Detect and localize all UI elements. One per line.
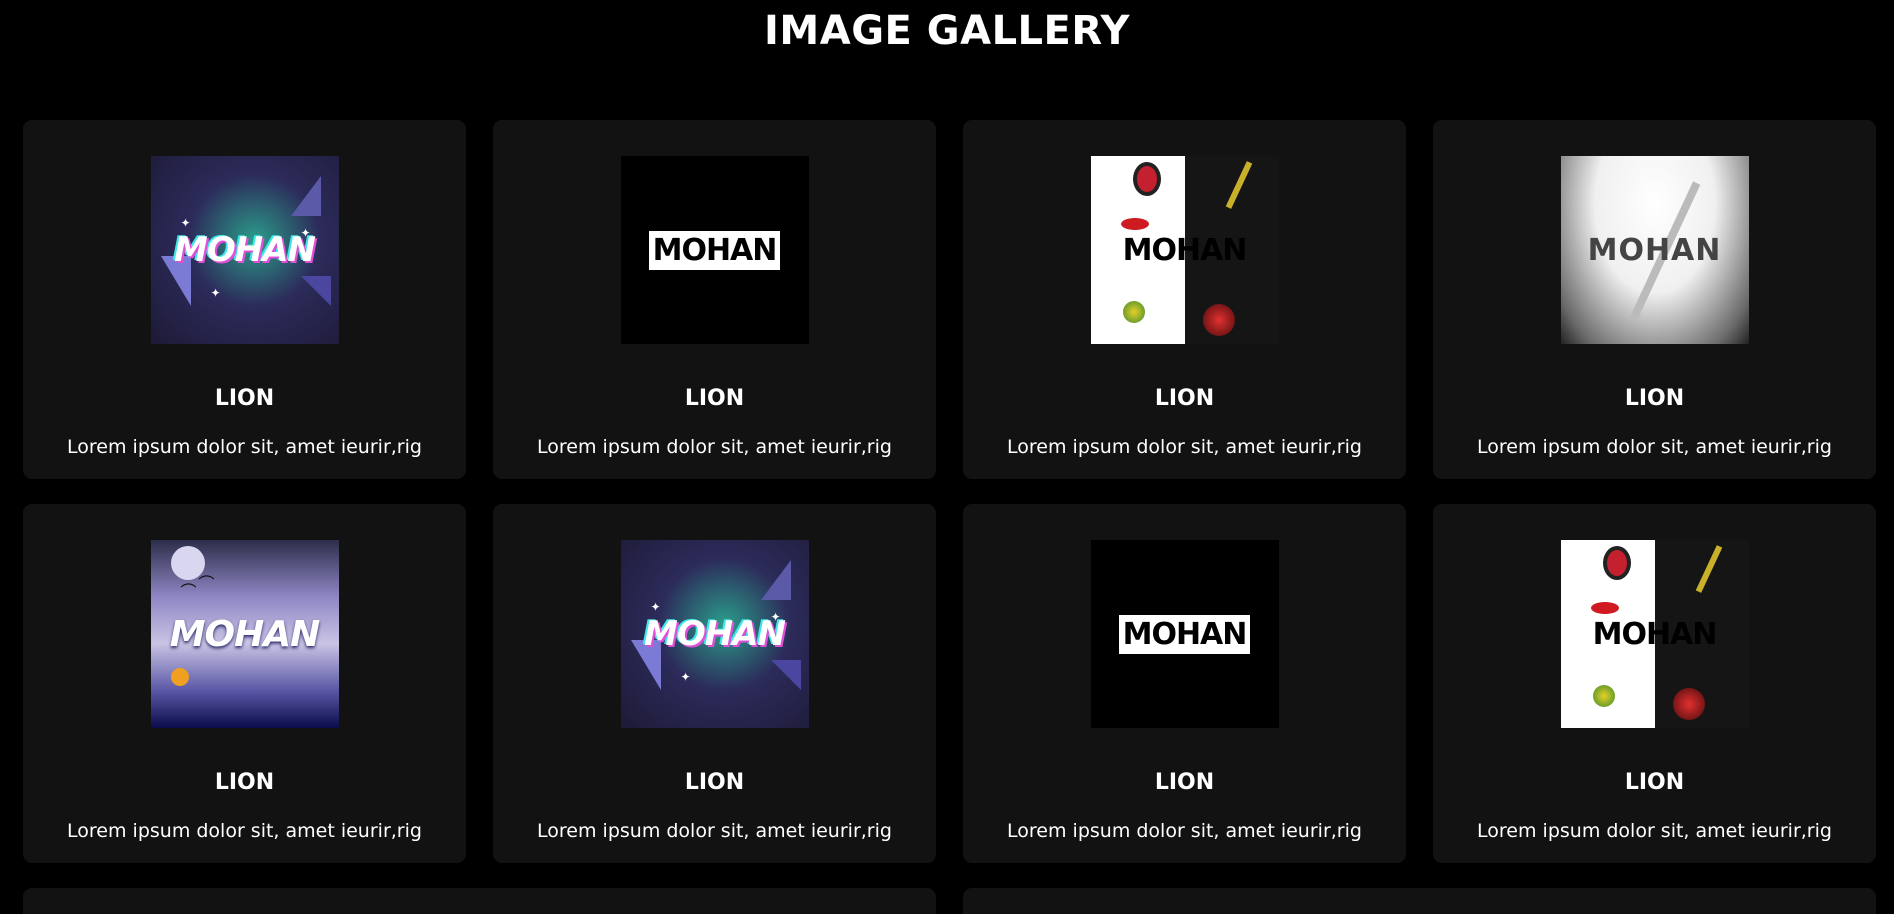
gallery-card[interactable]: MOHAN LION Lorem ipsum dolor sit, amet i… xyxy=(963,504,1406,863)
card-title: LION xyxy=(1624,770,1685,795)
gallery-grid: ✦ ✦ ✦ MOHAN LION Lorem ipsum dolor sit, … xyxy=(23,120,1876,863)
decor-lightning xyxy=(1695,545,1722,593)
gallery-card[interactable]: MOHAN LION Lorem ipsum dolor sit, amet i… xyxy=(493,120,936,479)
card-description: Lorem ipsum dolor sit, amet ieurir,rig xyxy=(1477,436,1832,458)
gallery-image[interactable]: MOHAN xyxy=(1560,156,1749,344)
card-description: Lorem ipsum dolor sit, amet ieurir,rig xyxy=(1007,820,1362,842)
thumbnail-logo: MOHAN xyxy=(1122,232,1248,268)
decor-shard xyxy=(160,256,191,306)
card-title: LION xyxy=(214,770,275,795)
gallery-card-partial[interactable] xyxy=(963,888,1876,914)
decor-orb xyxy=(1672,688,1705,720)
gallery-card[interactable]: ✦ ✦ ✦ MOHAN LION Lorem ipsum dolor sit, … xyxy=(23,120,466,479)
decor-orb xyxy=(1202,304,1235,336)
sparkle-icon: ✦ xyxy=(300,226,311,240)
card-title: LION xyxy=(214,386,275,411)
gallery-image[interactable]: MOHAN xyxy=(1090,156,1279,344)
card-description: Lorem ipsum dolor sit, amet ieurir,rig xyxy=(1477,820,1832,842)
bat-icon: ⌒ xyxy=(198,574,215,593)
gallery-image[interactable]: ✦ ✦ ✦ MOHAN xyxy=(150,156,339,344)
thumbnail-logo: MOHAN xyxy=(1118,614,1251,654)
thumbnail-logo: MOHAN xyxy=(169,613,321,655)
sparkle-icon: ✦ xyxy=(680,670,691,684)
decor-orb xyxy=(1592,685,1615,707)
decor-moon xyxy=(170,546,205,580)
gallery-image[interactable]: ✦ ✦ ✦ MOHAN xyxy=(620,540,809,728)
thumbnail-logo: MOHAN xyxy=(644,614,786,654)
sparkle-icon: ✦ xyxy=(210,286,221,300)
gallery-image[interactable]: ⌒ ⌒ MOHAN xyxy=(150,540,339,728)
decor-orb xyxy=(1122,301,1145,323)
sparkle-icon: ✦ xyxy=(180,216,191,230)
card-title: LION xyxy=(1624,386,1685,411)
decor-pumpkin xyxy=(170,668,189,686)
card-description: Lorem ipsum dolor sit, amet ieurir,rig xyxy=(67,436,422,458)
gallery-image[interactable]: MOHAN xyxy=(620,156,809,344)
card-description: Lorem ipsum dolor sit, amet ieurir,rig xyxy=(1007,436,1362,458)
gallery-card[interactable]: MOHAN LION Lorem ipsum dolor sit, amet i… xyxy=(1433,120,1876,479)
gallery-card[interactable]: MOHAN LION Lorem ipsum dolor sit, amet i… xyxy=(1433,504,1876,863)
decor-shard xyxy=(770,660,801,690)
decor-santa-hat xyxy=(1120,218,1149,230)
gallery-image[interactable]: MOHAN xyxy=(1560,540,1749,728)
card-title: LION xyxy=(684,386,745,411)
bat-icon: ⌒ xyxy=(180,582,197,601)
gallery-bottom-row xyxy=(23,888,1876,914)
decor-shard xyxy=(300,276,331,306)
thumbnail-logo: MOHAN xyxy=(174,230,316,270)
gallery-card[interactable]: ⌒ ⌒ MOHAN LION Lorem ipsum dolor sit, am… xyxy=(23,504,466,863)
card-title: LION xyxy=(1154,386,1215,411)
decor-shard xyxy=(760,560,791,600)
logo-text: MOHAN xyxy=(652,232,778,268)
decor-mask xyxy=(1132,162,1161,196)
thumbnail-logo: MOHAN xyxy=(1592,616,1718,652)
gallery-image[interactable]: MOHAN xyxy=(1090,540,1279,728)
card-description: Lorem ipsum dolor sit, amet ieurir,rig xyxy=(67,820,422,842)
card-description: Lorem ipsum dolor sit, amet ieurir,rig xyxy=(537,436,892,458)
gallery-card-partial[interactable] xyxy=(23,888,936,914)
page-title: IMAGE GALLERY xyxy=(764,8,1130,54)
sparkle-icon: ✦ xyxy=(650,600,661,614)
gallery-card[interactable]: MOHAN LION Lorem ipsum dolor sit, amet i… xyxy=(963,120,1406,479)
decor-shard xyxy=(290,176,321,216)
card-title: LION xyxy=(684,770,745,795)
sparkle-icon: ✦ xyxy=(770,610,781,624)
thumbnail-logo: MOHAN xyxy=(1587,232,1722,268)
card-title: LION xyxy=(1154,770,1215,795)
thumbnail-logo: MOHAN xyxy=(648,230,781,270)
decor-santa-hat xyxy=(1590,602,1619,614)
logo-text: MOHAN xyxy=(1122,616,1248,652)
gallery-card[interactable]: ✦ ✦ ✦ MOHAN LION Lorem ipsum dolor sit, … xyxy=(493,504,936,863)
decor-lightning xyxy=(1225,161,1252,209)
decor-mask xyxy=(1602,546,1631,580)
decor-shard xyxy=(630,640,661,690)
card-description: Lorem ipsum dolor sit, amet ieurir,rig xyxy=(537,820,892,842)
